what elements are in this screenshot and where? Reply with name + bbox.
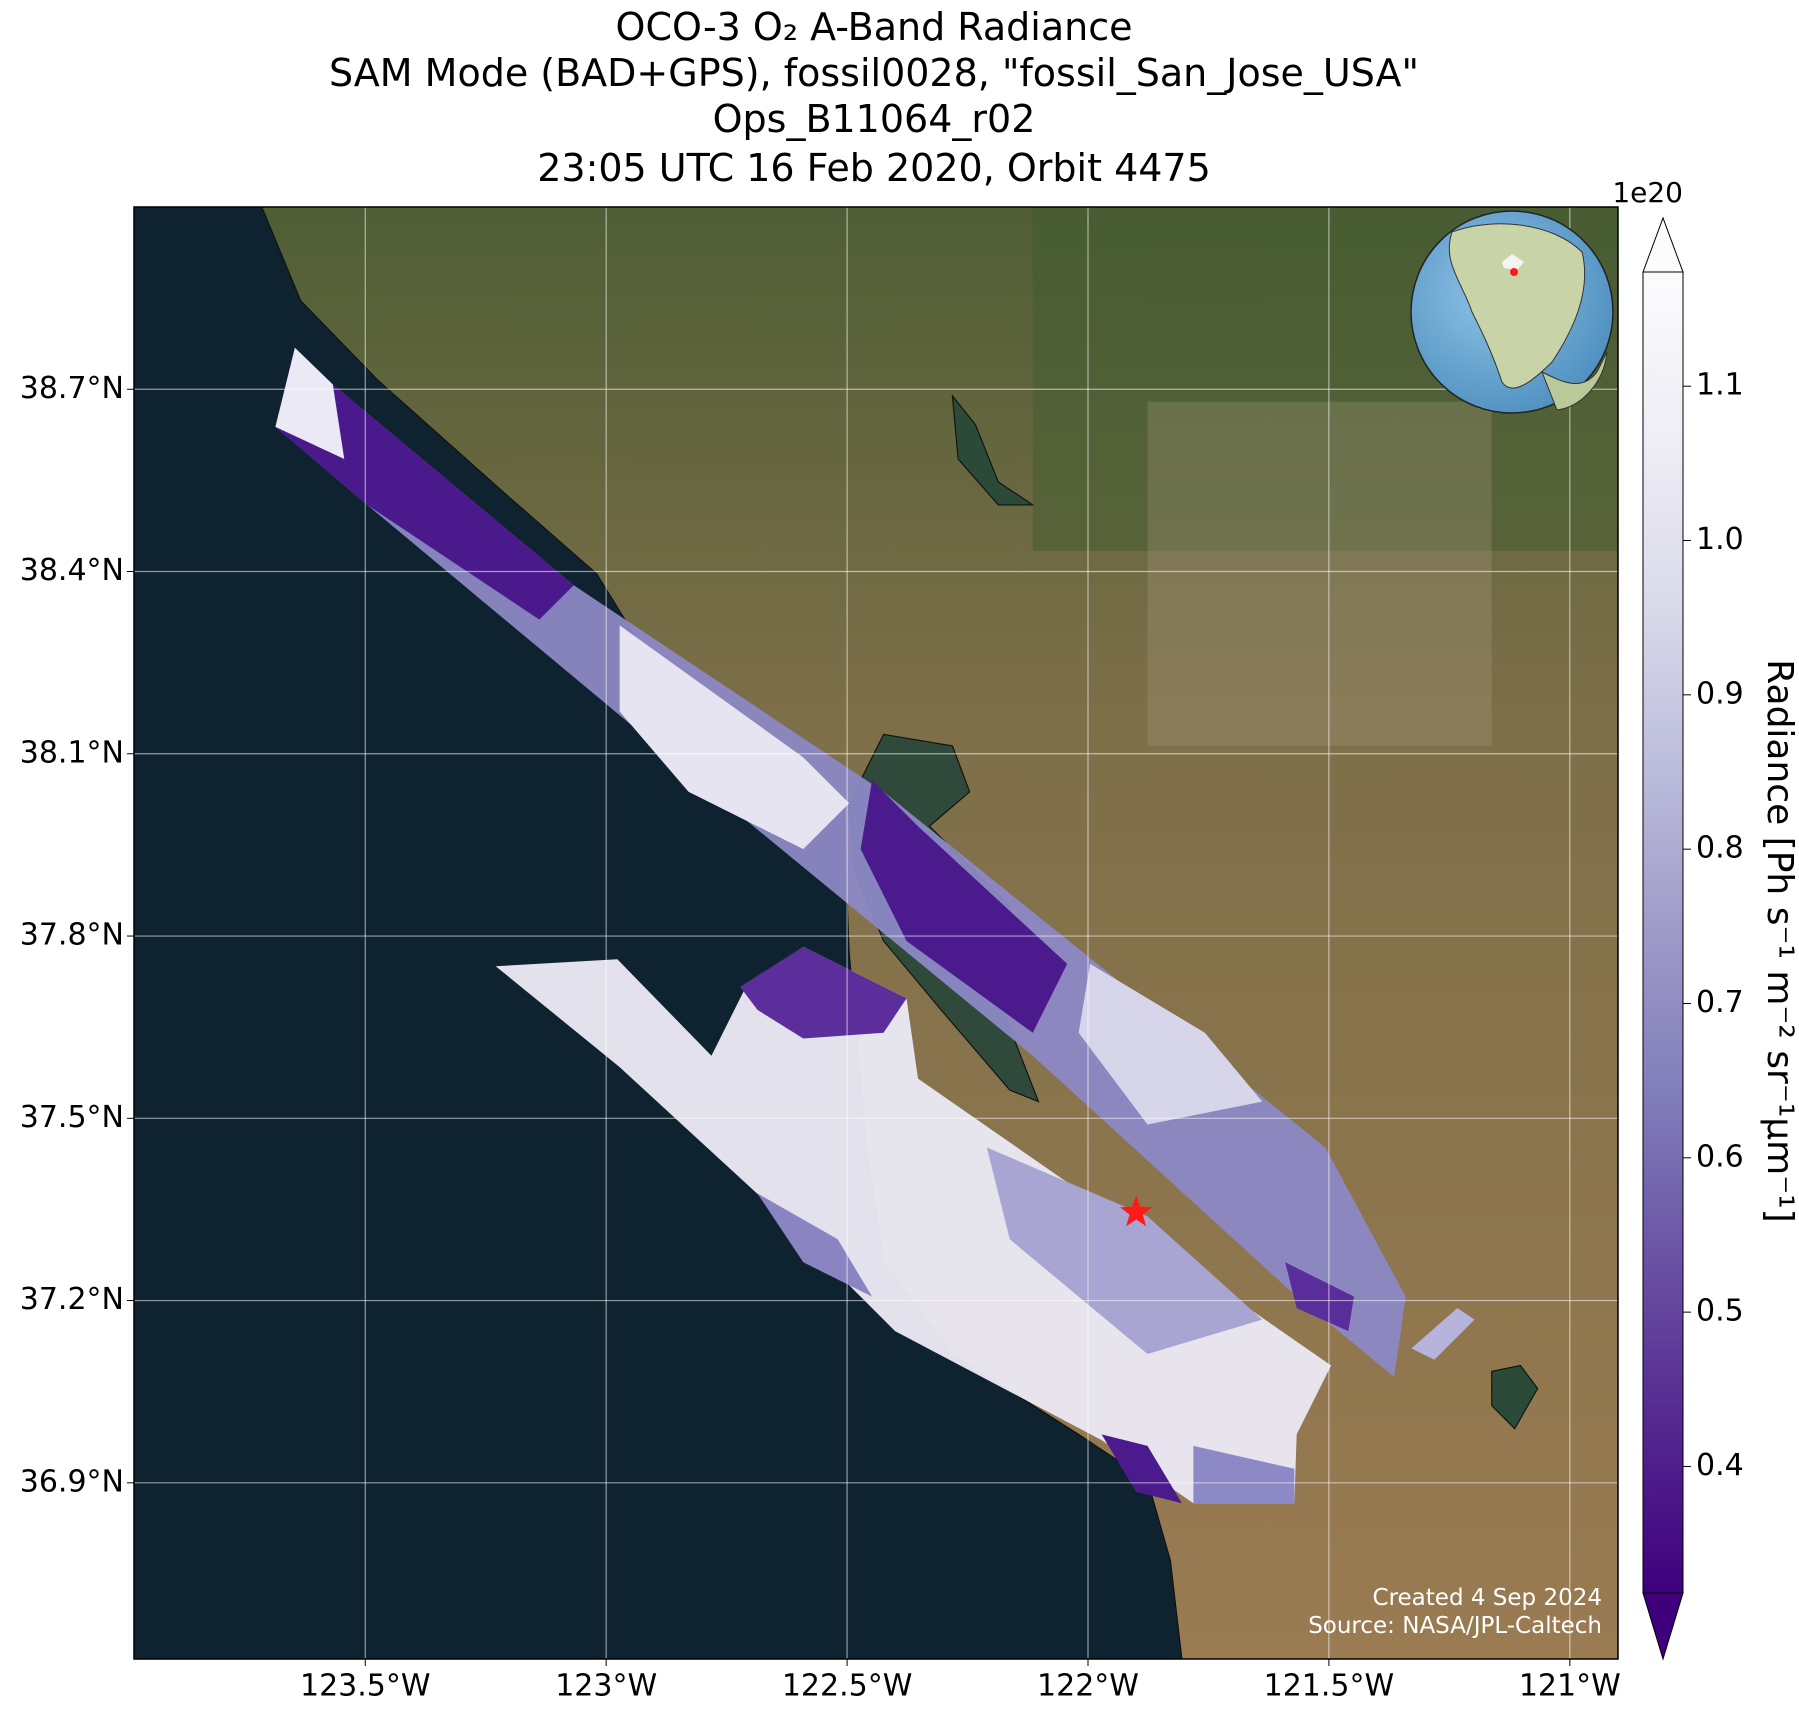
- x-tick-label: 121°W: [1519, 1669, 1621, 1704]
- title-line: OCO-3 O₂ A-Band Radiance: [616, 5, 1133, 49]
- swath-segment: [757, 1193, 873, 1297]
- continent: [1541, 351, 1608, 411]
- colorbar-exponent: 1e20: [1612, 176, 1683, 209]
- colorbar-tick-label: 0.4: [1696, 1448, 1744, 1483]
- swath-segment: [986, 1147, 1263, 1355]
- title-block: OCO-3 O₂ A-Band Radiance SAM Mode (BAD+G…: [329, 5, 1419, 190]
- swath-segment: [275, 347, 345, 459]
- colorbar-tick-label: 1.0: [1696, 522, 1744, 557]
- credit: Source: NASA/JPL-Caltech: [1308, 1613, 1602, 1639]
- swath: [275, 347, 1406, 1377]
- colorbar-tick-label: 0.9: [1696, 676, 1744, 711]
- urban: [1147, 401, 1492, 746]
- colorbar-tick-label: 0.5: [1696, 1294, 1744, 1329]
- colorbar-tick-label: 0.8: [1696, 831, 1744, 866]
- y-tick-label: 37.5°N: [20, 1100, 124, 1135]
- credit: Created 4 Sep 2024: [1373, 1585, 1602, 1611]
- swath-segment: [1411, 1308, 1475, 1360]
- map-area: Created 4 Sep 2024 Source: NASA/JPL-Calt…: [134, 207, 1618, 1659]
- globe-marker: [1510, 268, 1518, 276]
- title-line: SAM Mode (BAD+GPS), fossil0028, "fossil_…: [329, 51, 1419, 95]
- swath: [495, 946, 1332, 1504]
- colorbar-extend-top: [1642, 216, 1684, 273]
- colorbar-tick-label: 0.6: [1696, 1139, 1744, 1174]
- swath-segment: [1285, 1262, 1355, 1332]
- target-marker: [1120, 1195, 1153, 1227]
- swath-segment: [275, 347, 574, 620]
- y-tick-label: 37.2°N: [20, 1282, 124, 1317]
- continent: [1448, 223, 1586, 389]
- y-tick-label: 36.9°N: [20, 1464, 124, 1499]
- swath-segment: [1078, 963, 1263, 1125]
- title-line: 23:05 UTC 16 Feb 2020, Orbit 4475: [537, 146, 1211, 190]
- lake: [951, 394, 1035, 506]
- colorbar-label: Radiance [Ph s⁻¹ m⁻² sr⁻¹μm⁻¹]: [1759, 659, 1799, 1222]
- colorbar-tick-label: 0.7: [1696, 985, 1744, 1020]
- y-tick-label: 38.1°N: [20, 735, 124, 770]
- ice: [1502, 254, 1524, 270]
- lake: [1491, 1364, 1539, 1430]
- x-tick-label: 122.5°W: [782, 1669, 913, 1704]
- y-tick-label: 38.7°N: [20, 371, 124, 406]
- y-tick-label: 38.4°N: [20, 553, 124, 588]
- markers: [1120, 1195, 1153, 1227]
- x-tick-label: 122°W: [1037, 1669, 1139, 1704]
- x-tick-label: 123°W: [555, 1669, 657, 1704]
- x-tick-label: 123.5°W: [300, 1669, 431, 1704]
- graticule: [134, 207, 1618, 1659]
- x-tick-label: 121.5°W: [1264, 1669, 1395, 1704]
- inset-globe: [1410, 210, 1614, 414]
- colorbar-bar: [1642, 271, 1684, 1594]
- colorbar: 1e20 Radiance [Ph s⁻¹ m⁻² sr⁻¹μm⁻¹] 0.4 0…: [1612, 176, 1799, 1661]
- swath-segment: [619, 625, 850, 850]
- swath-segment: [1101, 1434, 1182, 1504]
- map-frame: [133, 206, 1619, 1660]
- colorbar-extend-bottom: [1642, 1592, 1684, 1661]
- colorbar-tick-label: 1.1: [1696, 368, 1744, 403]
- y-tick-label: 37.8°N: [20, 918, 124, 953]
- swath-segment: [860, 780, 1068, 1033]
- swath-segment: [740, 946, 907, 1039]
- title-line: Ops_B11064_r02: [713, 97, 1036, 141]
- swath-segment: [1193, 1445, 1295, 1504]
